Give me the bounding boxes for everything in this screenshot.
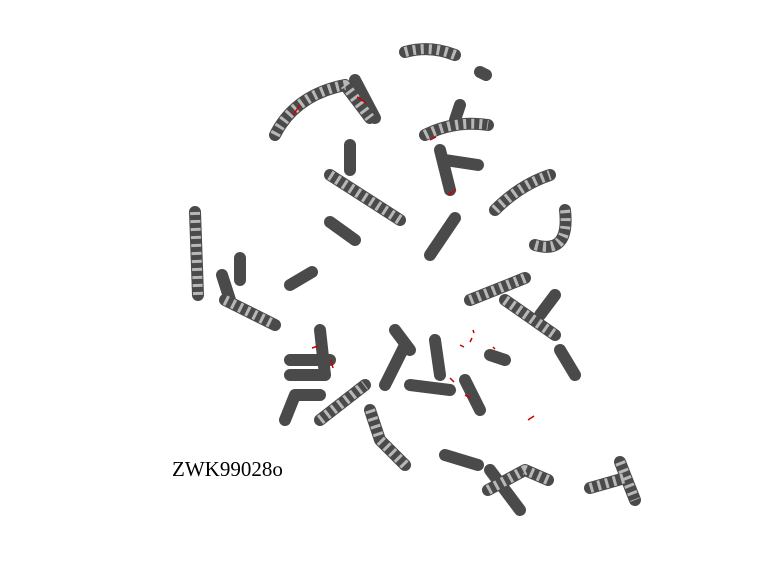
red-marks <box>292 96 535 421</box>
chromosomes <box>189 43 641 516</box>
chromosome-bands <box>190 44 640 502</box>
specimen-label: ZWK99028o <box>172 457 283 481</box>
